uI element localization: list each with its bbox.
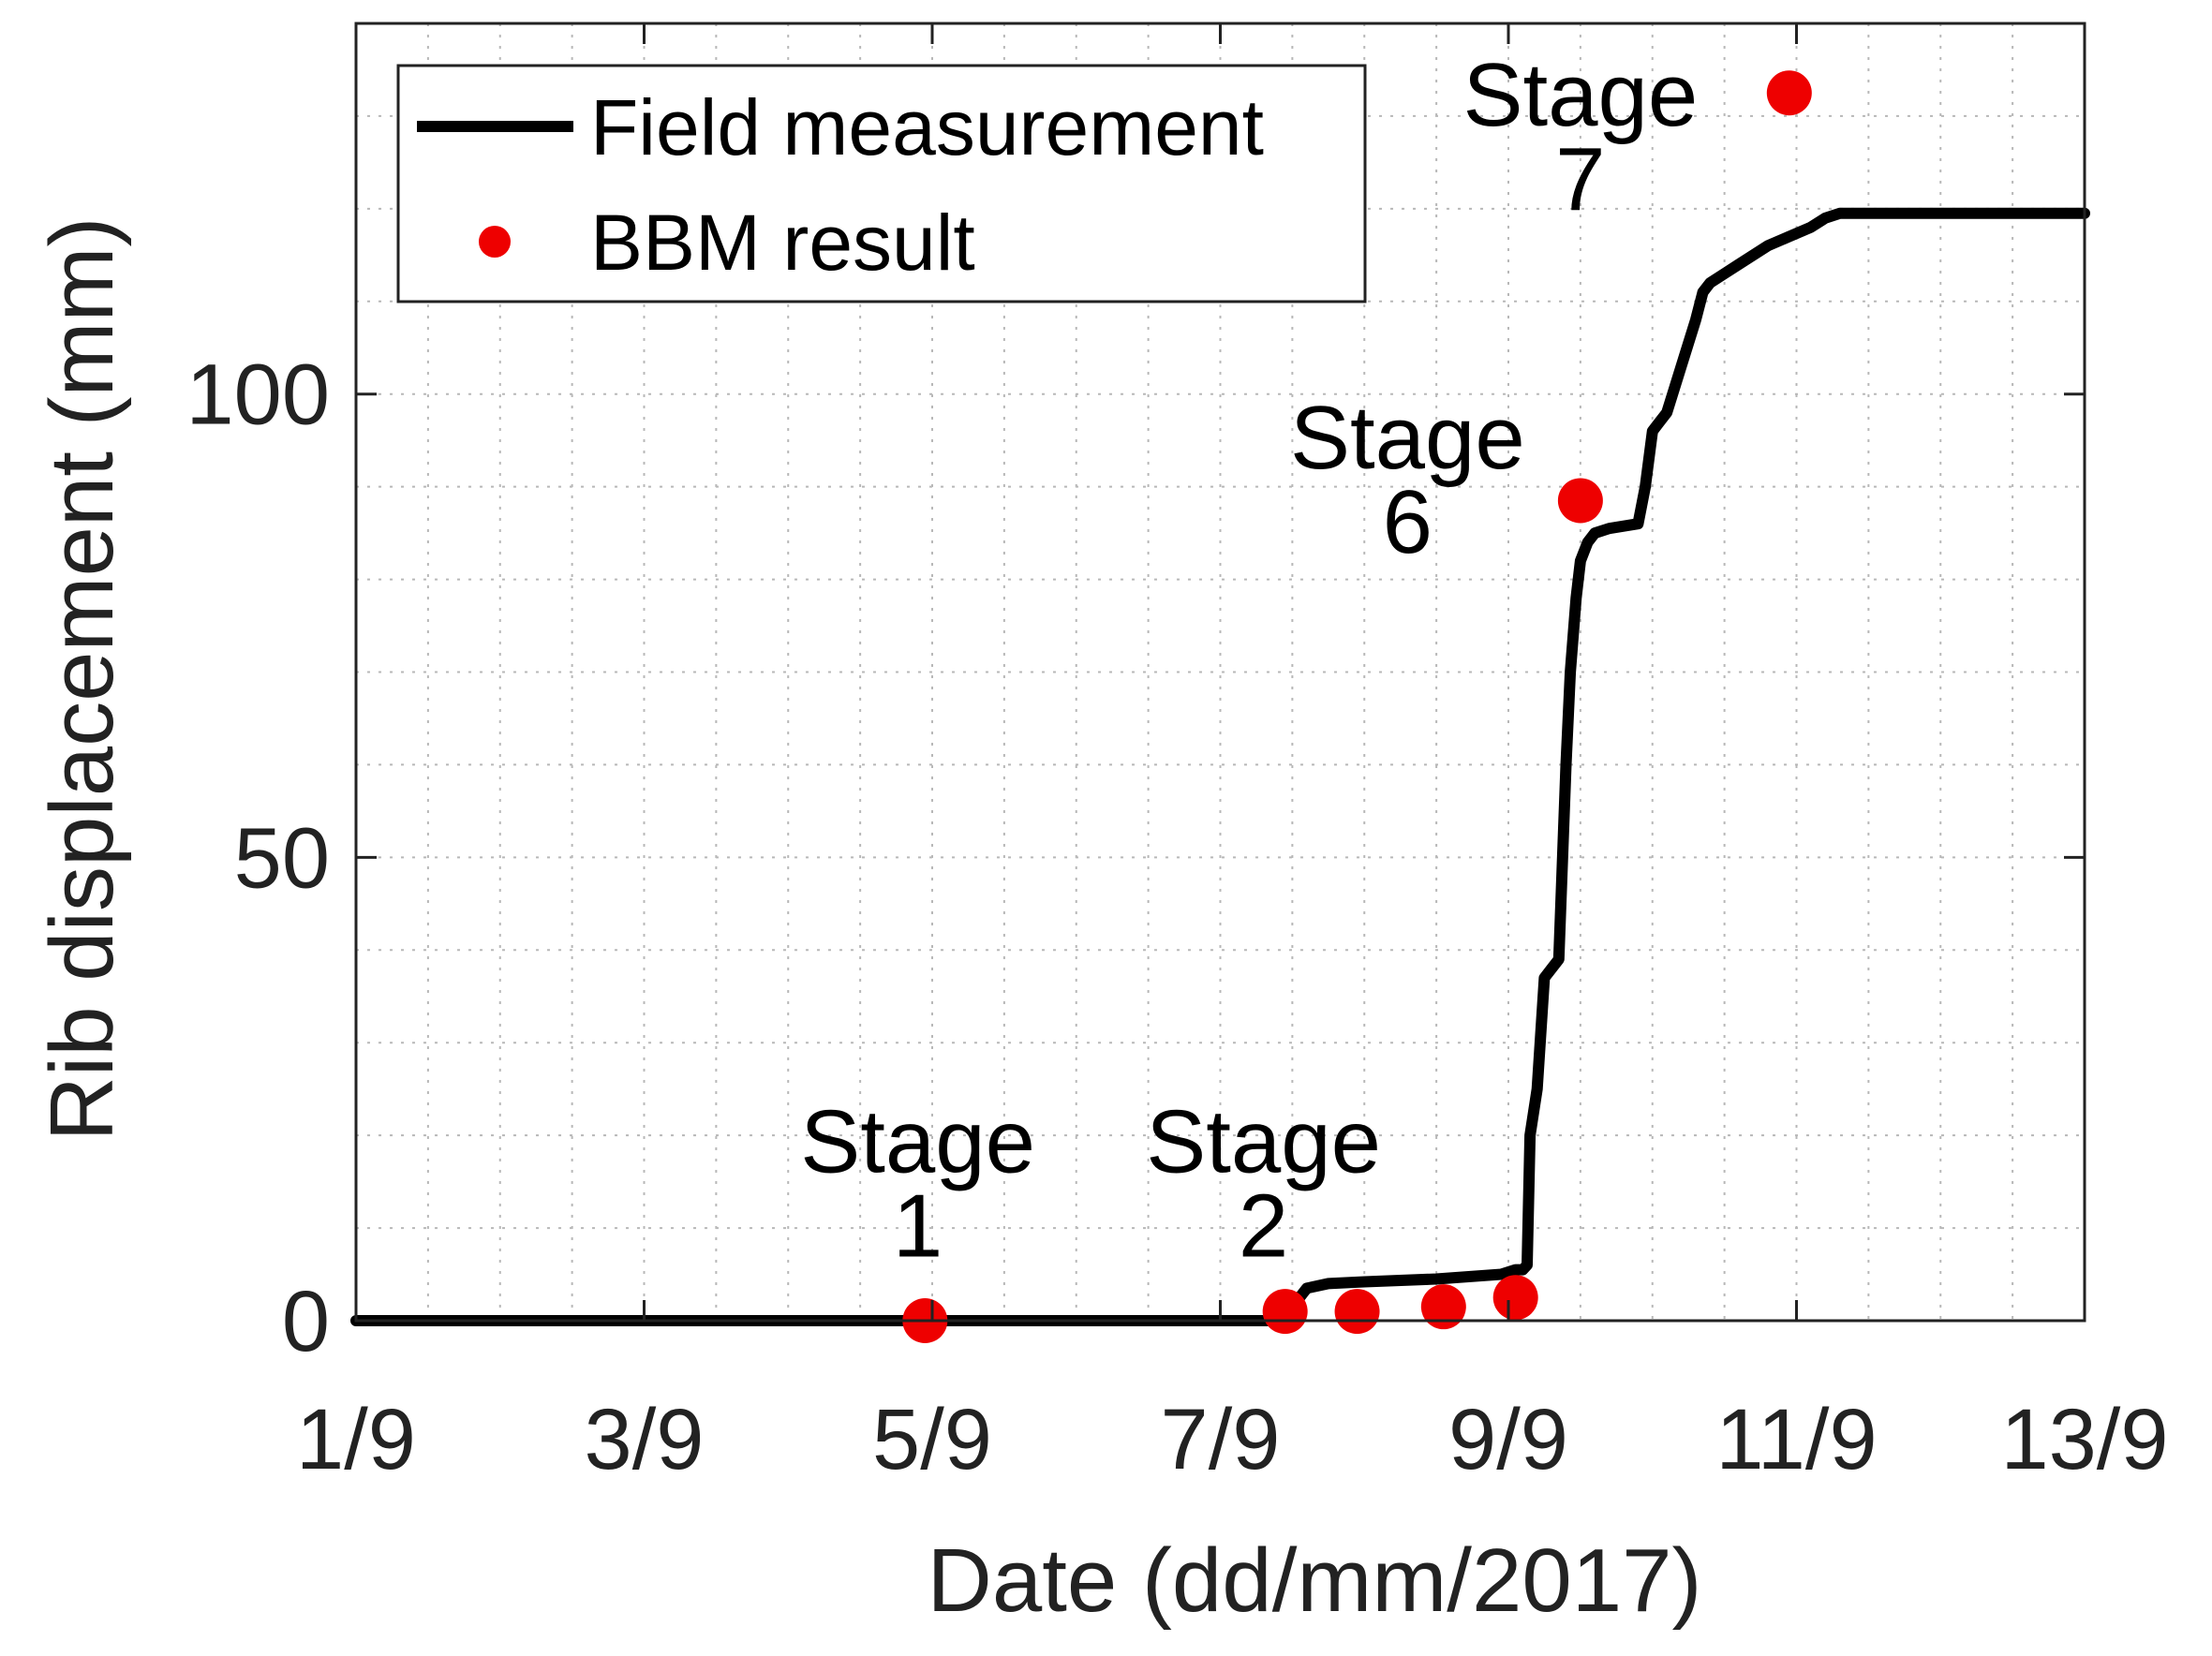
stage-annotation-number: 7 xyxy=(1555,129,1605,229)
legend-box xyxy=(396,64,1367,303)
y-tick-label: 100 xyxy=(186,347,331,443)
bbm-result-point xyxy=(1420,1284,1466,1330)
x-axis-title: Date (dd/mm/2017) xyxy=(927,1530,1701,1631)
bbm-result-point xyxy=(1766,70,1812,116)
bbm-result-point xyxy=(1492,1275,1538,1321)
y-tick-label: 50 xyxy=(234,810,330,906)
x-tick-label: 9/9 xyxy=(1448,1392,1568,1487)
stage-annotation-word: Stage xyxy=(1146,1092,1381,1192)
stage-annotation-number: 2 xyxy=(1239,1176,1288,1277)
stage-annotation-word: Stage xyxy=(800,1092,1035,1192)
series-layer xyxy=(350,70,2090,1343)
bbm-result-point xyxy=(1262,1289,1308,1335)
bbm-result-point xyxy=(1334,1289,1380,1335)
x-tick-label: 3/9 xyxy=(585,1392,705,1487)
legend-entry-bbm-result: BBM result xyxy=(590,199,975,287)
stage-annotation-word: Stage xyxy=(1462,45,1698,145)
bbm-result-points xyxy=(902,70,1812,1343)
x-tick-label: 7/9 xyxy=(1161,1392,1281,1487)
y-tick-label: 0 xyxy=(282,1274,330,1369)
field-measurement-line xyxy=(350,207,2090,1326)
axis-ticks: 1/9 3/9 5/9 7/9 9/9 11/9 13/9 0 50 100 xyxy=(186,23,2169,1487)
x-tick-label: 1/9 xyxy=(296,1392,416,1487)
stage-annotation-number: 6 xyxy=(1383,472,1433,572)
stage-annotation-number: 1 xyxy=(893,1176,943,1277)
bbm-result-point xyxy=(1557,478,1603,524)
y-axis-title: Rib displacement (mm) xyxy=(32,217,132,1142)
legend-marker-swatch xyxy=(479,226,511,258)
legend-entry-field-measurement: Field measurement xyxy=(590,83,1264,171)
x-tick-label: 5/9 xyxy=(872,1392,992,1487)
x-tick-label: 13/9 xyxy=(2000,1392,2168,1487)
stage-annotation-word: Stage xyxy=(1290,388,1525,488)
legend: Field measurement BBM result xyxy=(396,64,1367,303)
x-tick-label: 11/9 xyxy=(1715,1392,1877,1487)
